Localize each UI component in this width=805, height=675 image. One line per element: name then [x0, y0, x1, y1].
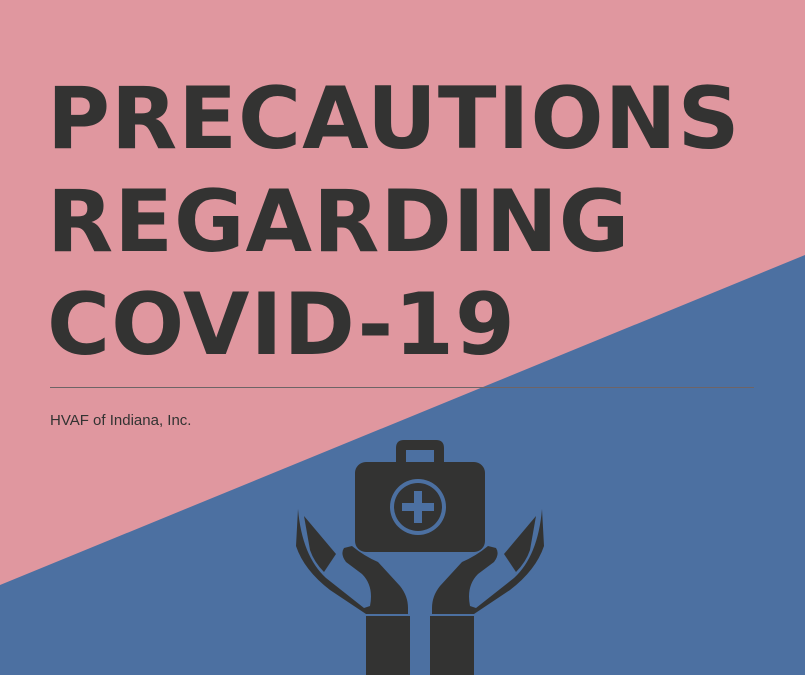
page-title: PRECAUTIONS REGARDING COVID-19	[47, 68, 741, 377]
medical-care-icon	[296, 440, 544, 675]
organization-name: HVAF of Indiana, Inc.	[50, 412, 192, 429]
title-line-1: PRECAUTIONS	[47, 69, 741, 169]
divider	[50, 387, 754, 388]
caring-hands-icon	[296, 509, 544, 675]
medical-kit-icon	[355, 440, 485, 552]
title-line-2: REGARDING	[47, 172, 631, 272]
title-line-3: COVID-19	[47, 275, 516, 375]
